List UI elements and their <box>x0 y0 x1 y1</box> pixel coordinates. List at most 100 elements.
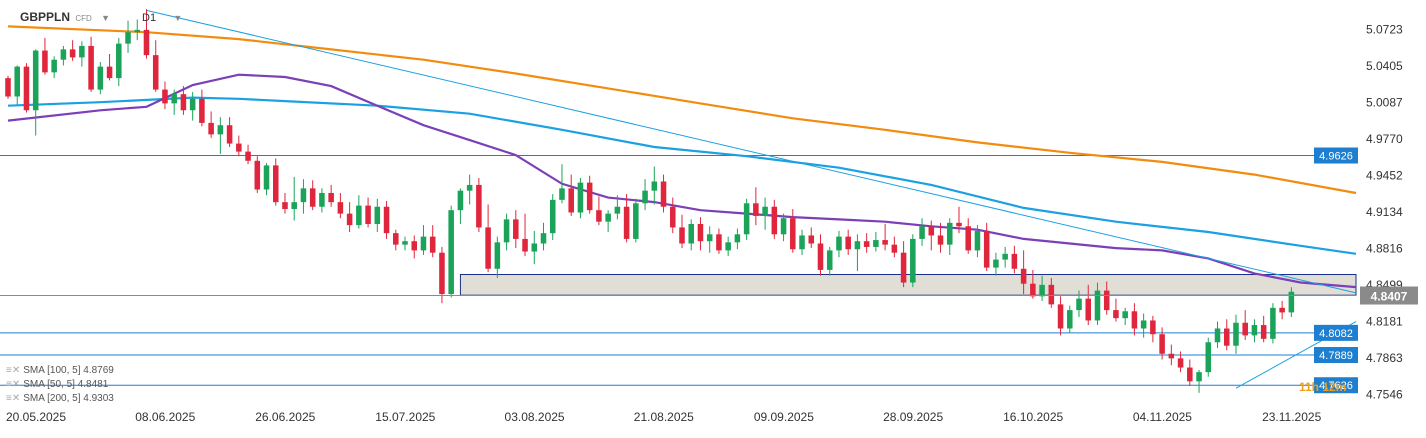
x-tick-label: 03.08.2025 <box>505 410 565 424</box>
candle-body <box>420 236 427 251</box>
candle-body <box>180 94 187 111</box>
candle-body <box>254 160 261 190</box>
instrument-type: CFD <box>75 14 92 23</box>
symbol-header[interactable]: GBPPLN CFD ▼ <box>20 10 110 24</box>
candle-body <box>1159 334 1165 354</box>
y-tick-label: 4.9134 <box>1366 205 1403 219</box>
candle-body <box>974 230 981 251</box>
candle-body <box>900 252 907 283</box>
candle-body <box>42 50 48 73</box>
x-tick-label: 28.09.2025 <box>883 410 943 424</box>
candle-body <box>522 238 528 252</box>
settings-icon[interactable]: ≡✕ <box>6 393 21 404</box>
level-badge: 4.8082 <box>1319 328 1353 340</box>
chevron-down-icon[interactable]: ▼ <box>101 13 111 23</box>
candle-body <box>1030 283 1036 297</box>
chevron-down-icon[interactable]: ▼ <box>173 13 183 23</box>
candle-body <box>937 235 944 245</box>
legend-label: SMA [100, 5] <box>23 365 81 376</box>
candle-body <box>1113 310 1119 319</box>
candle-body <box>60 49 67 60</box>
level-badge-bg <box>1314 377 1358 394</box>
sma-line <box>7 73 1357 289</box>
candle-body <box>245 151 251 161</box>
timeframe-selector[interactable]: D1 ▼ <box>142 10 182 24</box>
legend-item[interactable]: ≡✕ SMA [100, 5] 4.8769 <box>6 364 114 378</box>
candle-body <box>1122 311 1128 319</box>
candle-body <box>808 235 815 244</box>
candle-body <box>633 203 639 239</box>
candle-body <box>983 230 990 268</box>
candle-body <box>346 213 353 226</box>
candle-body <box>531 243 538 252</box>
trendline <box>146 9 1357 294</box>
candle-body <box>457 190 464 211</box>
candle-body <box>559 188 565 200</box>
candle-body <box>23 66 30 111</box>
candle-body <box>365 205 371 224</box>
candle-body <box>623 206 630 239</box>
candle-body <box>1251 325 1258 336</box>
candle-body <box>429 236 436 253</box>
candle-body <box>485 227 491 269</box>
candle-body <box>476 184 482 228</box>
candle-body <box>291 202 297 210</box>
x-tick-label: 09.09.2025 <box>754 410 814 424</box>
candle-body <box>300 188 307 203</box>
candle-body <box>956 222 962 227</box>
candle-body <box>753 203 759 216</box>
candle-body <box>706 234 713 242</box>
timeframe-label: D1 <box>142 12 157 24</box>
candle-body <box>540 233 547 244</box>
legend-item[interactable]: ≡✕ SMA [200, 5] 4.9303 <box>6 392 114 406</box>
y-tick-label: 4.8181 <box>1366 314 1403 328</box>
candle-body <box>106 66 113 79</box>
candle-body <box>1187 367 1193 382</box>
legend-label: SMA [200, 5] <box>23 393 81 404</box>
legend-label: SMA [50, 5] <box>23 379 75 390</box>
settings-icon[interactable]: ≡✕ <box>6 379 21 390</box>
candle-body <box>171 94 177 104</box>
indicator-legend: ≡✕ SMA [100, 5] 4.8769 ≡✕ SMA [50, 5] 4.84… <box>6 364 114 406</box>
candle-body <box>780 218 787 235</box>
candle-body <box>1020 268 1027 284</box>
settings-icon[interactable]: ≡✕ <box>6 365 21 376</box>
candle-body <box>1168 353 1175 359</box>
candle-body <box>826 250 833 270</box>
legend-value: 4.9303 <box>83 393 114 404</box>
candle-body <box>97 66 104 90</box>
candle-body <box>660 181 667 207</box>
candle-body <box>716 234 722 251</box>
candle-body <box>1196 372 1202 382</box>
candle-body <box>910 238 916 283</box>
candle-body <box>116 43 122 79</box>
candle-body <box>762 206 768 216</box>
candle-timer: 11h 12m <box>1299 380 1347 394</box>
candle-body <box>1279 307 1285 313</box>
candle-body <box>965 226 971 251</box>
candle-body <box>771 206 778 235</box>
candle-body <box>946 222 953 245</box>
candle-body <box>1223 328 1230 346</box>
candle-body <box>88 45 94 90</box>
level-badge-bg <box>1314 347 1358 364</box>
candle-body <box>882 240 888 245</box>
candle-body <box>577 182 584 213</box>
level-badge: 4.7889 <box>1319 350 1353 362</box>
candle-body <box>199 98 205 123</box>
candle-body <box>14 66 21 97</box>
y-tick-label: 5.0405 <box>1366 59 1403 73</box>
support-zone <box>459 274 1357 296</box>
candle-body <box>1177 358 1184 368</box>
x-tick-label: 23.11.2025 <box>1262 410 1321 424</box>
x-tick-label: 15.07.2025 <box>375 410 435 424</box>
candle-body <box>411 241 418 251</box>
candle-body <box>1140 320 1147 329</box>
legend-item[interactable]: ≡✕ SMA [50, 5] 4.8481 <box>6 378 114 392</box>
candle-body <box>1039 284 1045 297</box>
candle-body <box>217 125 224 135</box>
candle-body <box>32 50 39 111</box>
candle-body <box>679 227 685 244</box>
